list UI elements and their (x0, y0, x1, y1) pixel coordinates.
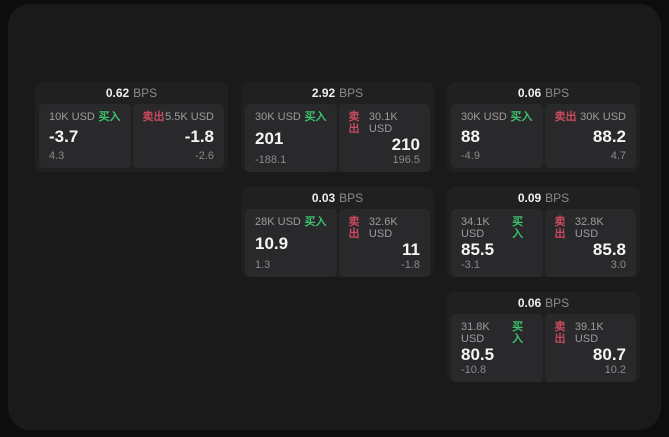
buy-price: 85.5 (461, 240, 495, 259)
buy-label: 买入 (304, 111, 327, 123)
sell-size: 32.6K USD (368, 216, 398, 240)
sell-label: 卖出 (554, 216, 566, 240)
buy-label: 买入 (98, 111, 121, 123)
sell-size: 32.8K USD (574, 216, 604, 240)
buy-panel[interactable]: 30K USD 买入 88 -4.9 (451, 104, 543, 168)
sell-label: 卖出 (554, 111, 577, 123)
sell-secondary-value: 10.2 (604, 364, 626, 376)
quote-panels: 34.1K USD 买入 85.5 -3.1 卖出 32.8K USD 85.8… (451, 209, 636, 277)
sell-label: 卖出 (348, 111, 360, 135)
quote-panels: 31.8K USD 买入 80.5 -10.8 卖出 39.1K USD 80.… (451, 314, 636, 382)
sell-secondary-value: 4.7 (610, 150, 626, 162)
spread-unit: BPS (545, 191, 570, 205)
spread-header: 0.62 BPS (39, 82, 224, 104)
sell-panel[interactable]: 卖出 32.8K USD 85.8 3.0 (544, 209, 636, 277)
buy-price: 201 (255, 129, 284, 148)
sell-secondary-value: 196.5 (392, 154, 420, 166)
spread-value: 0.09 (517, 191, 542, 205)
buy-panel[interactable]: 34.1K USD 买入 85.5 -3.1 (451, 209, 543, 277)
sell-price: 210 (391, 135, 420, 154)
buy-panel[interactable]: 28K USD 买入 10.9 1.3 (245, 209, 337, 277)
buy-price: 88 (461, 127, 480, 146)
spread-header: 0.09 BPS (451, 187, 636, 209)
buy-size: 28K USD (255, 216, 301, 228)
buy-panel[interactable]: 30K USD 买入 201 -188.1 (245, 104, 337, 172)
quote-panels: 30K USD 买入 201 -188.1 卖出 30.1K USD 210 1… (245, 104, 430, 172)
quote-card: 2.92 BPS 30K USD 买入 201 -188.1 卖出 30.1K … (241, 82, 434, 172)
quote-panels: 10K USD 买入 -3.7 4.3 卖出 5.5K USD -1.8 -2.… (39, 104, 224, 168)
buy-panel[interactable]: 31.8K USD 买入 80.5 -10.8 (451, 314, 543, 382)
sell-price: 85.8 (592, 240, 626, 259)
quote-card: 0.62 BPS 10K USD 买入 -3.7 4.3 卖出 5.5K USD (35, 82, 228, 172)
spread-unit: BPS (339, 191, 364, 205)
sell-panel[interactable]: 卖出 32.6K USD 11 -1.8 (338, 209, 430, 277)
sell-secondary-value: 3.0 (610, 259, 626, 271)
spread-value: 2.92 (311, 86, 336, 100)
sell-price: -1.8 (184, 127, 214, 146)
spread-header: 0.03 BPS (245, 187, 430, 209)
spread-value: 0.06 (517, 296, 542, 310)
buy-size: 30K USD (255, 111, 301, 123)
sell-label: 卖出 (142, 111, 165, 123)
buy-secondary-value: 4.3 (49, 150, 65, 162)
sell-panel[interactable]: 卖出 39.1K USD 80.7 10.2 (544, 314, 636, 382)
buy-label: 买入 (512, 216, 524, 240)
sell-label: 卖出 (348, 216, 360, 240)
quote-card: 0.06 BPS 30K USD 买入 88 -4.9 卖出 30K USD (447, 82, 640, 172)
buy-secondary-value: -3.1 (461, 259, 480, 271)
quote-panels: 28K USD 买入 10.9 1.3 卖出 32.6K USD 11 -1.8 (245, 209, 430, 277)
quote-card: 0.03 BPS 28K USD 买入 10.9 1.3 卖出 32.6K US… (241, 187, 434, 277)
sell-price: 80.7 (592, 345, 626, 364)
buy-secondary-value: -10.8 (461, 364, 487, 376)
app-window: 0.62 BPS 10K USD 买入 -3.7 4.3 卖出 5.5K USD (8, 4, 661, 430)
spread-unit: BPS (545, 86, 570, 100)
buy-price: 80.5 (461, 345, 495, 364)
spread-value: 0.62 (105, 86, 130, 100)
spread-unit: BPS (339, 86, 364, 100)
sell-price: 88.2 (592, 127, 626, 146)
buy-size: 34.1K USD (461, 216, 490, 240)
buy-secondary-value: -4.9 (461, 150, 480, 162)
spread-unit: BPS (133, 86, 158, 100)
buy-label: 买入 (304, 216, 327, 228)
buy-label: 买入 (510, 111, 533, 123)
sell-label: 卖出 (554, 321, 566, 345)
quote-panels: 30K USD 买入 88 -4.9 卖出 30K USD 88.2 4.7 (451, 104, 636, 168)
spread-header: 0.06 BPS (451, 292, 636, 314)
spread-unit: BPS (545, 296, 570, 310)
spread-header: 2.92 BPS (245, 82, 430, 104)
spread-header: 0.06 BPS (451, 82, 636, 104)
sell-price: 11 (402, 240, 420, 259)
spread-value: 0.06 (517, 86, 542, 100)
quote-card: 0.09 BPS 34.1K USD 买入 85.5 -3.1 卖出 32.8K… (447, 187, 640, 277)
buy-price: 10.9 (255, 234, 289, 253)
buy-size: 31.8K USD (461, 321, 490, 345)
buy-secondary-value: -188.1 (255, 154, 287, 166)
sell-secondary-value: -1.8 (401, 259, 420, 271)
quote-grid: 0.62 BPS 10K USD 买入 -3.7 4.3 卖出 5.5K USD (35, 82, 640, 382)
buy-size: 10K USD (49, 111, 95, 123)
buy-label: 买入 (512, 321, 524, 345)
spread-value: 0.03 (311, 191, 336, 205)
sell-panel[interactable]: 卖出 30K USD 88.2 4.7 (544, 104, 636, 168)
buy-secondary-value: 1.3 (255, 259, 271, 271)
sell-secondary-value: -2.6 (195, 150, 214, 162)
sell-size: 30.1K USD (368, 111, 398, 135)
quote-card: 0.06 BPS 31.8K USD 买入 80.5 -10.8 卖出 39.1… (447, 292, 640, 382)
buy-size: 30K USD (461, 111, 507, 123)
sell-size: 30K USD (580, 111, 626, 123)
sell-panel[interactable]: 卖出 30.1K USD 210 196.5 (338, 104, 430, 172)
sell-panel[interactable]: 卖出 5.5K USD -1.8 -2.6 (132, 104, 224, 168)
sell-size: 5.5K USD (165, 111, 214, 123)
buy-price: -3.7 (49, 127, 79, 146)
buy-panel[interactable]: 10K USD 买入 -3.7 4.3 (39, 104, 131, 168)
sell-size: 39.1K USD (574, 321, 604, 345)
